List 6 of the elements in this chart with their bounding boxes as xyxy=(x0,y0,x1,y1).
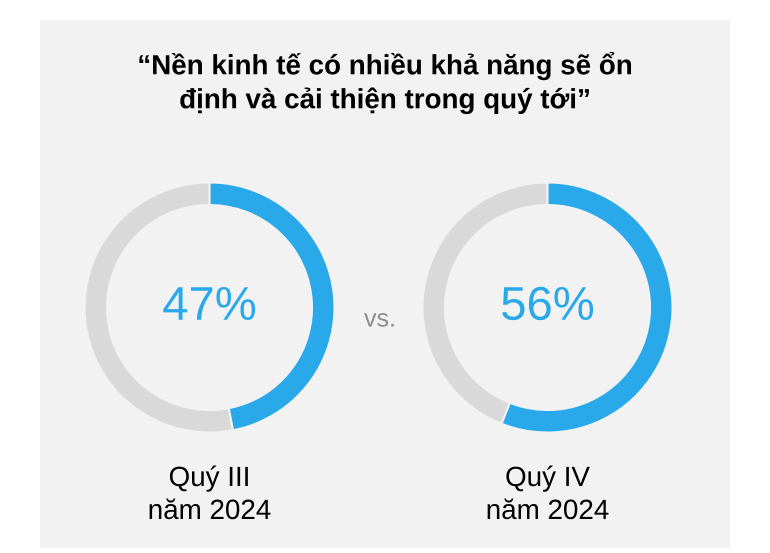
data-label: 56% xyxy=(502,286,594,320)
data-label: 47% xyxy=(163,286,256,320)
text: Quý III năm 2024 xyxy=(150,466,270,520)
chart-title: “Nền kinh tế có nhiều khả năng sẽ ổn định và cải thiện trong quý tới” xyxy=(139,52,632,114)
text: Quý IV năm 2024 xyxy=(488,466,608,520)
text: vs. xyxy=(364,313,394,327)
